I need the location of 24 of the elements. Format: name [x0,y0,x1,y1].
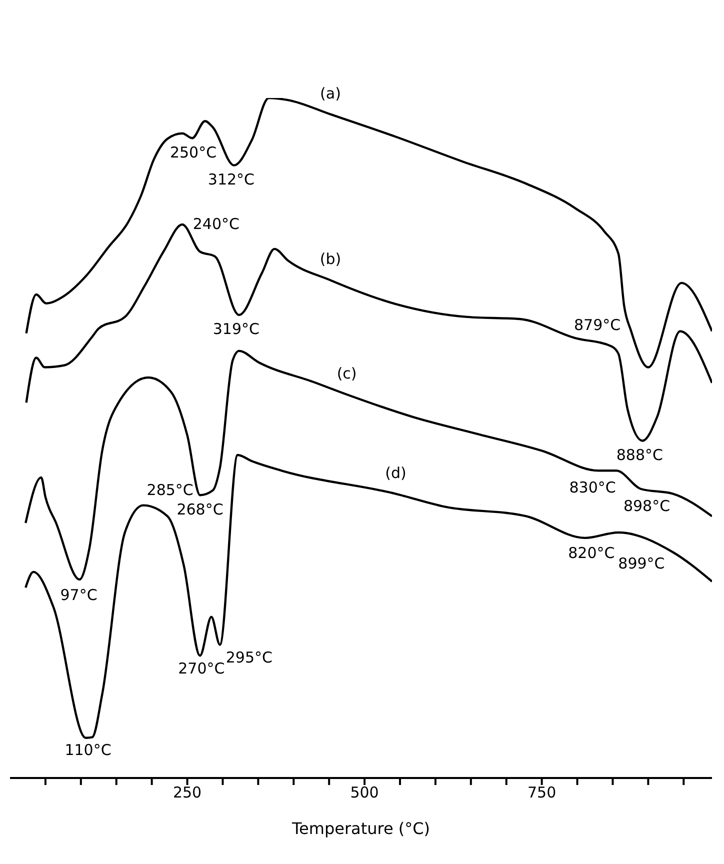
series-label: (d) [385,464,406,482]
series-label: (a) [320,84,341,102]
annotation: 97°C [60,586,98,604]
annotation: 240°C [192,215,240,234]
annotation: 830°C [569,478,616,497]
annotation: 285°C [146,481,194,499]
annotation: 879°C [574,316,621,334]
annotation: 270°C [178,660,225,678]
annotation: 888°C [616,446,663,464]
x-axis-title: Temperature (°C) [290,819,430,838]
annotation: 319°C [212,320,260,338]
annotation: 295°C [226,648,272,667]
annotation: 898°C [623,497,670,515]
x-tick-label: 250 [172,784,202,802]
series-label: (c) [336,364,357,382]
annotation: 250°C [170,143,217,162]
x-tick-label: 750 [528,784,556,802]
annotation: 268°C [176,500,224,518]
annotation: 110°C [64,741,112,760]
series-label: (b) [320,250,342,268]
annotation: 899°C [618,554,665,573]
x-tick-label: 500 [350,784,379,802]
annotation: 820°C [568,544,615,562]
annotation: 312°C [208,170,255,189]
